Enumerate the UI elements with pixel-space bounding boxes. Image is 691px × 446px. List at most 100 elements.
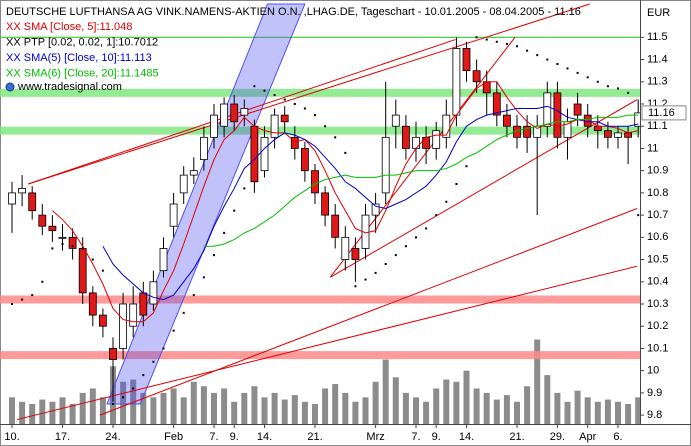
candle-body [381,136,390,194]
volume-bar [615,401,621,424]
volume-bar [534,339,541,424]
sar-dot [475,36,478,39]
plot-area [0,3,640,424]
sar-dot [596,80,599,83]
volume-bar [402,392,409,424]
volume-bar [69,404,76,424]
volume-bar [564,401,571,424]
candle-body [139,292,148,316]
sar-dot [425,227,428,230]
volume-bar [392,377,399,424]
volume-bar [625,404,632,424]
sar-dot [41,280,44,283]
candle-body [543,92,552,127]
sar-dot [71,245,74,248]
candle-body [573,103,582,116]
candle-body [432,130,441,149]
volume-bar [291,395,298,424]
candle-body [189,170,198,176]
candle-body [179,174,188,194]
sar-dot [344,151,347,154]
volume-bar [271,392,278,424]
volume-bar [514,401,520,424]
sar-dot [334,136,337,139]
volume-bar [554,392,561,424]
sar-dot [273,94,276,97]
volume-bar [493,399,500,424]
volume-bar [160,392,167,424]
sar-dot [485,38,488,41]
sar-dot [11,303,13,305]
volume-bar [372,381,379,424]
volume-bar [241,392,248,424]
candle-body [523,125,531,138]
candle-body [422,136,431,149]
volume-bar [301,401,308,424]
candle-body [270,114,279,138]
y-tick-label: 10.8 [647,187,668,199]
volume-bar [180,397,187,424]
chart-title: DEUTSCHE LUFTHANSA AG VINK.NAMENS-AKTIEN… [6,6,581,18]
sar-dot [192,294,195,297]
candle-body [604,130,612,138]
source: www.tradesignal.com [17,81,122,93]
legend-entry: XX SMA(6) [Close, 20]:11.1485 [6,67,159,79]
volume-bar [503,395,510,424]
candle-body [28,192,37,212]
candle-body [48,225,57,232]
candle-body [99,314,107,327]
candle-body [351,248,360,260]
legend-entry: XX SMA(5) [Close, 10]:11.113 [6,52,152,64]
candle-body [614,132,622,138]
sar-dot [516,45,518,48]
sar-dot [546,58,549,61]
candle-body [412,136,420,149]
volume-bar [49,401,56,424]
candle-body [58,236,67,239]
sar-dot [182,311,185,314]
sar-dot [394,254,397,257]
candle-body [280,114,289,123]
sar-dot [505,43,508,45]
candle-body [220,103,229,127]
sar-dot [91,258,94,261]
volume-bar [140,392,147,424]
volume-bar [635,397,640,424]
sar-dot [283,98,286,101]
x-tick-label: Feb [164,431,183,443]
sar-dot [81,247,84,250]
source-icon [5,82,15,92]
trend-line [16,265,638,421]
x-tick-label: 21. [509,431,524,443]
sar-dot [324,125,327,128]
sar-dot [384,263,387,265]
candle-body [240,108,249,116]
volume-bar [604,399,611,424]
volume-bar [362,397,369,424]
volume-bar [281,399,288,424]
sar-dot [495,40,498,43]
sar-dot [243,187,246,190]
candle-body [8,192,16,205]
sar-dot [142,374,145,377]
volume-bar [423,401,430,424]
candle-body [199,136,208,160]
x-tick-label: 10. [4,431,19,443]
candle-body [311,170,319,194]
x-tick-label: 24. [105,431,120,443]
candle-body [210,114,218,138]
candle-body [452,48,461,116]
x-tick-label: 14. [459,431,474,443]
y-tick-label: 11.4 [647,53,668,65]
candle-body [492,92,501,116]
y-tick-label: 10.4 [647,276,668,288]
legend-entry: XX PTP [0.02, 0.02, 1]:10.7012 [6,36,158,48]
sar-dot [202,276,205,279]
sar-dot [415,236,417,239]
candle-body [401,125,410,149]
x-tick-label: 9. [432,431,441,443]
candle-body [341,236,350,260]
x-tick-label: Apr [579,431,596,443]
volume-bar [221,388,228,424]
